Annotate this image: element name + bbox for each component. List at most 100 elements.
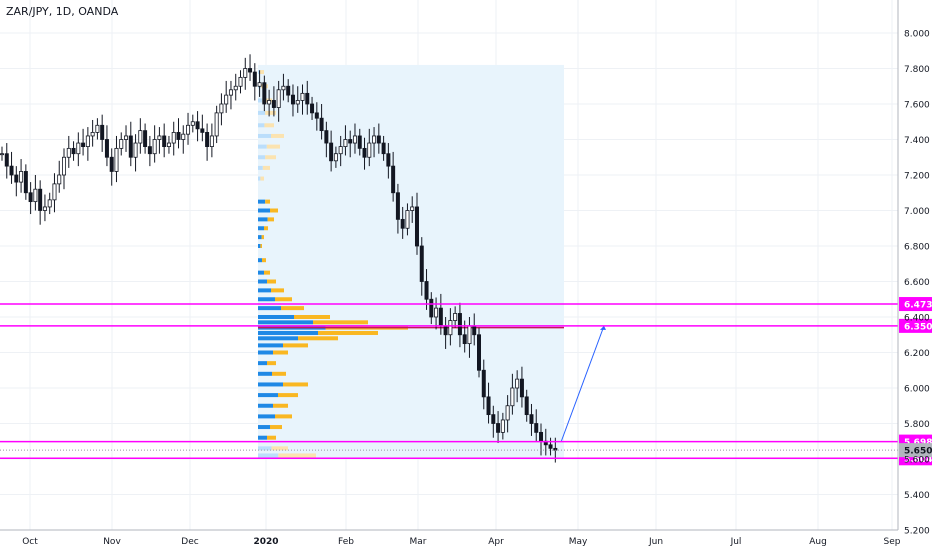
candle-body: [104, 139, 109, 158]
candle-body: [219, 103, 224, 114]
candle-body: [524, 396, 529, 416]
vp-bar-down: [265, 155, 276, 160]
candle-body: [505, 405, 510, 421]
candle-body: [372, 135, 377, 144]
candle-body: [510, 387, 515, 407]
vp-bar-down: [267, 279, 276, 284]
candle-body: [28, 192, 33, 203]
candle-body: [9, 165, 14, 176]
level-badge: [899, 297, 932, 312]
x-tick-label: Jun: [648, 537, 663, 547]
vp-bar-up: [258, 435, 267, 440]
candle-body: [438, 307, 443, 327]
x-tick-label: Dec: [181, 537, 198, 547]
candle-body: [352, 135, 357, 144]
chart-title: ZAR/JPY, 1D, OANDA: [6, 5, 119, 18]
candle-body: [0, 153, 4, 156]
volume-profile: [258, 64, 564, 459]
vp-bar-down: [261, 235, 264, 240]
y-tick-label: 6.200: [904, 349, 930, 359]
candle-body: [147, 146, 152, 155]
candle-body: [367, 142, 372, 158]
candle-body: [539, 431, 544, 442]
candle-body: [443, 325, 448, 336]
candle-body: [152, 139, 157, 155]
vp-bar-up: [258, 244, 261, 248]
vp-bar-up: [258, 330, 318, 335]
candle-body: [381, 142, 386, 155]
candle-body: [52, 183, 57, 201]
candle-body: [300, 92, 305, 101]
candle-body: [267, 100, 272, 105]
candle-body: [496, 423, 501, 433]
vp-bar-down: [271, 288, 284, 293]
candle-body: [181, 133, 186, 140]
candle-body: [534, 423, 539, 433]
level-label: 6.473: [904, 301, 932, 311]
y-tick-label: 5.600: [904, 456, 930, 466]
vp-bar-up: [258, 453, 279, 458]
candle-body: [42, 206, 47, 211]
x-tick-label: 2020: [253, 537, 278, 547]
vp-bar-down: [281, 306, 304, 311]
vp-bar-up: [258, 297, 275, 302]
x-tick-label: May: [569, 537, 588, 547]
candle-body: [81, 142, 86, 148]
projection-line: [560, 325, 605, 442]
x-tick-label: Apr: [488, 537, 504, 547]
vp-bar-down: [270, 208, 278, 213]
candle-body: [176, 131, 181, 140]
candle-body: [23, 171, 28, 194]
candle-body: [324, 130, 329, 144]
time-axis: Oct Nov Dec 2020 Feb Mar Apr May Jun Jul Aug Sep: [0, 529, 901, 547]
candle-body: [281, 85, 286, 91]
vp-bar-down: [278, 453, 316, 458]
projection-arrowhead: [600, 325, 606, 330]
y-tick-label: 6.400: [904, 314, 930, 324]
vp-bar-down: [262, 165, 270, 170]
vp-bar-up: [258, 371, 272, 376]
candle-body: [224, 94, 229, 105]
vp-bar-up: [258, 403, 273, 408]
vp-bar-up: [258, 288, 271, 293]
candle-body: [338, 146, 343, 155]
vp-bar-up: [258, 306, 281, 311]
candle-body: [190, 121, 195, 126]
candle-body: [262, 82, 267, 105]
candle-body: [124, 135, 129, 140]
candle-body: [519, 378, 524, 398]
vp-bar-up: [258, 270, 264, 275]
vp-bar-down: [313, 320, 368, 325]
vp-bar-up: [258, 258, 262, 263]
vp-bar-down: [273, 403, 288, 408]
vp-bar-up: [258, 336, 298, 341]
candle-body: [271, 100, 276, 108]
vp-bar-down: [267, 361, 276, 366]
vp-bar-down: [264, 270, 270, 275]
vp-bar-up: [258, 320, 313, 325]
vp-bar-up: [258, 425, 270, 430]
vp-bar-up: [258, 199, 266, 204]
vp-bar-up: [258, 343, 283, 348]
vp-bar-up: [258, 70, 260, 75]
candle-body: [290, 94, 295, 105]
candle-body: [357, 135, 362, 149]
vp-bar-up: [258, 110, 266, 115]
candle-body: [19, 171, 24, 183]
candle-body: [133, 142, 138, 158]
vp-bar-up: [258, 208, 270, 213]
candle-body: [529, 414, 534, 424]
vp-bar-up: [258, 315, 294, 319]
vp-bar-down: [272, 371, 286, 376]
candlesticks: [0, 54, 606, 463]
vp-bar-down: [260, 176, 264, 181]
candle-body: [348, 139, 353, 144]
vp-bar-up: [258, 98, 263, 103]
candle-body: [467, 325, 472, 345]
vp-bar-up: [258, 382, 283, 387]
candle-body: [314, 112, 319, 119]
vp-bar-down: [318, 330, 378, 335]
last-price-label: 5.650: [904, 447, 932, 457]
vp-bar-down: [271, 446, 288, 451]
vp-bar-down: [275, 297, 292, 302]
